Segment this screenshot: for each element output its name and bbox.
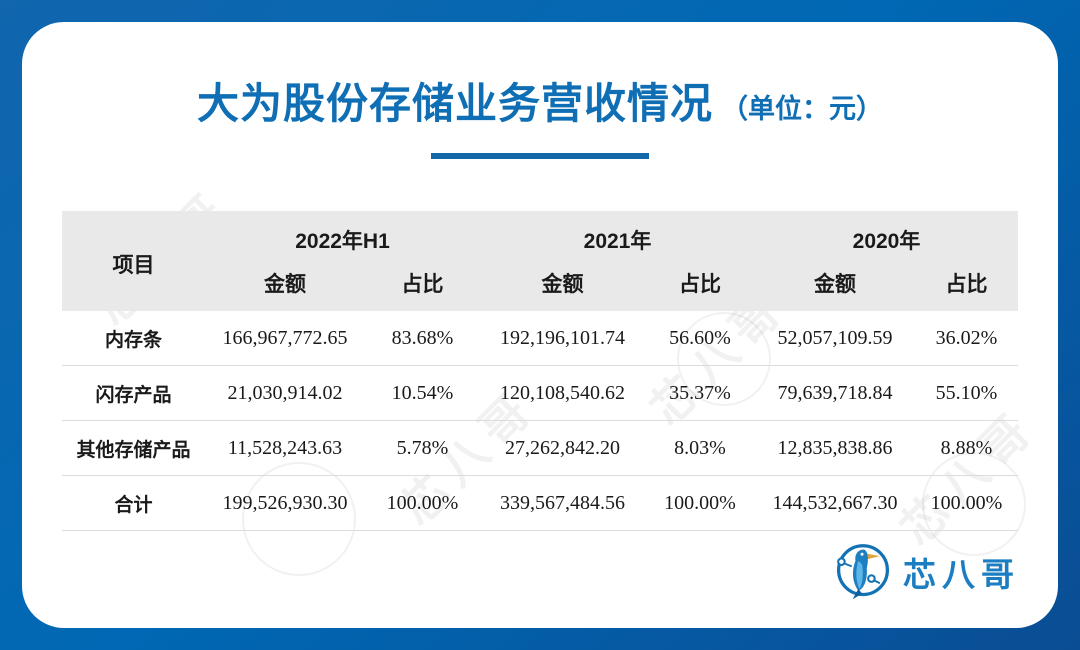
column-header-period-2020: 2020年 [755,211,1018,263]
table-header: 项目 2022年H1 2021年 2020年 金额 占比 金额 占比 金额 占比 [62,211,1018,311]
bird-logo-icon [833,542,893,602]
column-header-amount: 金额 [205,263,365,311]
cell-share: 100.00% [645,475,755,531]
cell-share: 83.68% [365,311,480,366]
column-header-share: 占比 [365,263,480,311]
cell-share: 100.00% [365,475,480,531]
column-header-share: 占比 [645,263,755,311]
column-header-period-2021: 2021年 [480,211,755,263]
table-row: 闪存产品 21,030,914.02 10.54% 120,108,540.62… [62,365,1018,421]
column-header-amount: 金额 [480,263,645,311]
cell-amount: 192,196,101.74 [480,311,645,366]
row-label: 其他存储产品 [62,420,205,476]
page-title: 大为股份存储业务营收情况 （单位：元） [22,70,1058,131]
row-label: 闪存产品 [62,365,205,421]
cell-share: 55.10% [915,365,1018,421]
cell-amount: 120,108,540.62 [480,365,645,421]
cell-amount: 339,567,484.56 [480,475,645,531]
brand-logo: 芯八哥 [833,542,1020,602]
cell-amount: 11,528,243.63 [205,420,365,476]
page-title-text: 大为股份存储业务营收情况 [196,80,713,127]
cell-amount: 27,262,842.20 [480,420,645,476]
cell-share: 100.00% [915,475,1018,531]
column-header-item: 项目 [62,211,205,311]
title-underline [431,153,649,159]
column-header-period-2022h1: 2022年H1 [205,211,480,263]
row-label: 内存条 [62,311,205,366]
table-row-total: 合计 199,526,930.30 100.00% 339,567,484.56… [62,475,1018,531]
content-card: 芯八哥 芯八哥 芯八哥 芯八哥 大为股份存储业务营收情况（单位：元） 项目 20… [22,22,1058,628]
cell-amount: 144,532,667.30 [755,475,915,531]
cell-amount: 79,639,718.84 [755,365,915,421]
cell-share: 36.02% [915,311,1018,366]
column-header-amount: 金额 [755,263,915,311]
brand-logo-text: 芯八哥 [903,556,1020,593]
cell-share: 8.88% [915,420,1018,476]
row-label: 合计 [62,475,205,531]
column-header-share: 占比 [915,263,1018,311]
cell-amount: 166,967,772.65 [205,311,365,366]
cell-amount: 52,057,109.59 [755,311,915,366]
cell-share: 8.03% [645,420,755,476]
page-title-unit: （单位：元） [721,94,883,124]
cell-share: 10.54% [365,365,480,421]
revenue-table: 项目 2022年H1 2021年 2020年 金额 占比 金额 占比 金额 占比… [62,211,1018,531]
cell-amount: 199,526,930.30 [205,475,365,531]
cell-amount: 21,030,914.02 [205,365,365,421]
table-row: 其他存储产品 11,528,243.63 5.78% 27,262,842.20… [62,420,1018,476]
table-row: 内存条 166,967,772.65 83.68% 192,196,101.74… [62,311,1018,366]
cell-share: 35.37% [645,365,755,421]
cell-share: 56.60% [645,311,755,366]
cell-share: 5.78% [365,420,480,476]
cell-amount: 12,835,838.86 [755,420,915,476]
